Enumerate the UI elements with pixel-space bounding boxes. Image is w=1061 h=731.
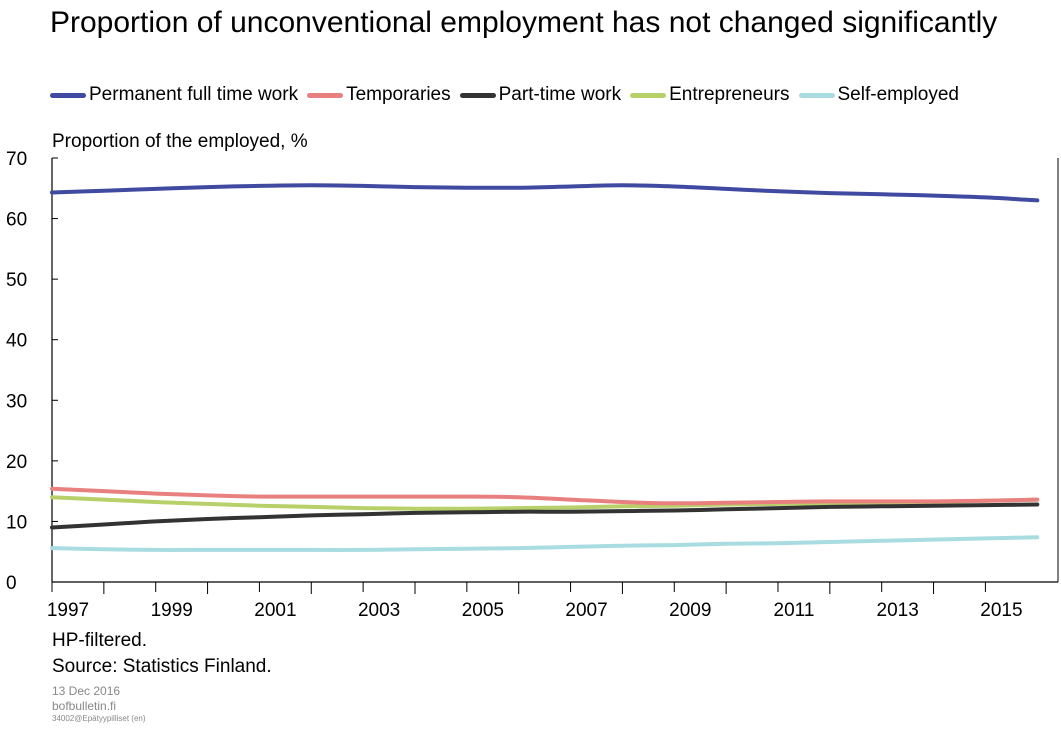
legend-swatch-entrepreneurs [630, 92, 667, 98]
series-line-permanent-full-time-work [50, 183, 1040, 203]
publication-date: 13 Dec 2016 [52, 684, 121, 698]
x-tick-label: 1999 [151, 600, 193, 621]
x-tick-label: 2001 [254, 600, 296, 621]
chart-code: 34002@Epätyypilliset (en) [52, 714, 146, 723]
y-tick-label: 20 [6, 452, 27, 473]
x-tick-label: 2003 [358, 600, 400, 621]
legend-item-permanent: Permanent full time work [50, 84, 298, 106]
y-tick-label: 70 [6, 149, 27, 170]
publication-meta: 13 Dec 2016 bofbulletin.fi 34002@Epätyyp… [52, 684, 146, 724]
legend-swatch-self-employed [798, 92, 835, 98]
legend-swatch-permanent [50, 92, 86, 98]
y-tick-label: 40 [6, 331, 27, 352]
legend-label-self-employed: Self-employed [837, 84, 959, 105]
legend-swatch-temporaries [307, 92, 344, 98]
y-tick-label: 0 [6, 573, 17, 594]
x-tick-label: 1997 [47, 600, 89, 621]
legend-label-permanent: Permanent full time work [89, 84, 299, 105]
y-tick-label: 60 [6, 210, 27, 231]
x-tick-label: 2005 [462, 600, 504, 621]
filter-note: HP-filtered. [52, 630, 148, 651]
x-tick-label: 2015 [980, 600, 1022, 621]
legend-label-temporaries: Temporaries [346, 84, 451, 105]
series-line-part-time-work [50, 502, 1040, 530]
source-note: Source: Statistics Finland. [52, 656, 272, 677]
publication-site: bofbulletin.fi [52, 699, 117, 713]
y-tick-label: 50 [6, 270, 27, 291]
series-line-self-employed [50, 535, 1040, 552]
legend: Permanent full time work Temporaries Par… [50, 83, 968, 107]
y-tick-label: 30 [6, 391, 27, 412]
legend-label-entrepreneurs: Entrepreneurs [669, 84, 790, 105]
y-tick-label: 10 [6, 512, 27, 533]
legend-item-entrepreneurs: Entrepreneurs [630, 84, 790, 106]
y-axis-label: Proportion of the employed, % [52, 131, 308, 152]
x-tick-label: 2013 [877, 600, 919, 621]
legend-label-part-time: Part-time work [498, 84, 622, 105]
chart-notes: HP-filtered. Source: Statistics Finland. [52, 628, 272, 680]
x-tick-label: 2011 [774, 600, 815, 621]
x-tick-label: 2009 [669, 600, 711, 621]
x-tick-label: 2007 [565, 600, 607, 621]
legend-swatch-part-time [459, 92, 496, 98]
series-line-temporaries [50, 486, 1040, 506]
chart-title: Proportion of unconventional employment … [50, 6, 998, 39]
legend-item-temporaries: Temporaries [307, 84, 451, 106]
legend-item-part-time: Part-time work [459, 84, 622, 106]
legend-item-self-employed: Self-employed [798, 84, 959, 106]
